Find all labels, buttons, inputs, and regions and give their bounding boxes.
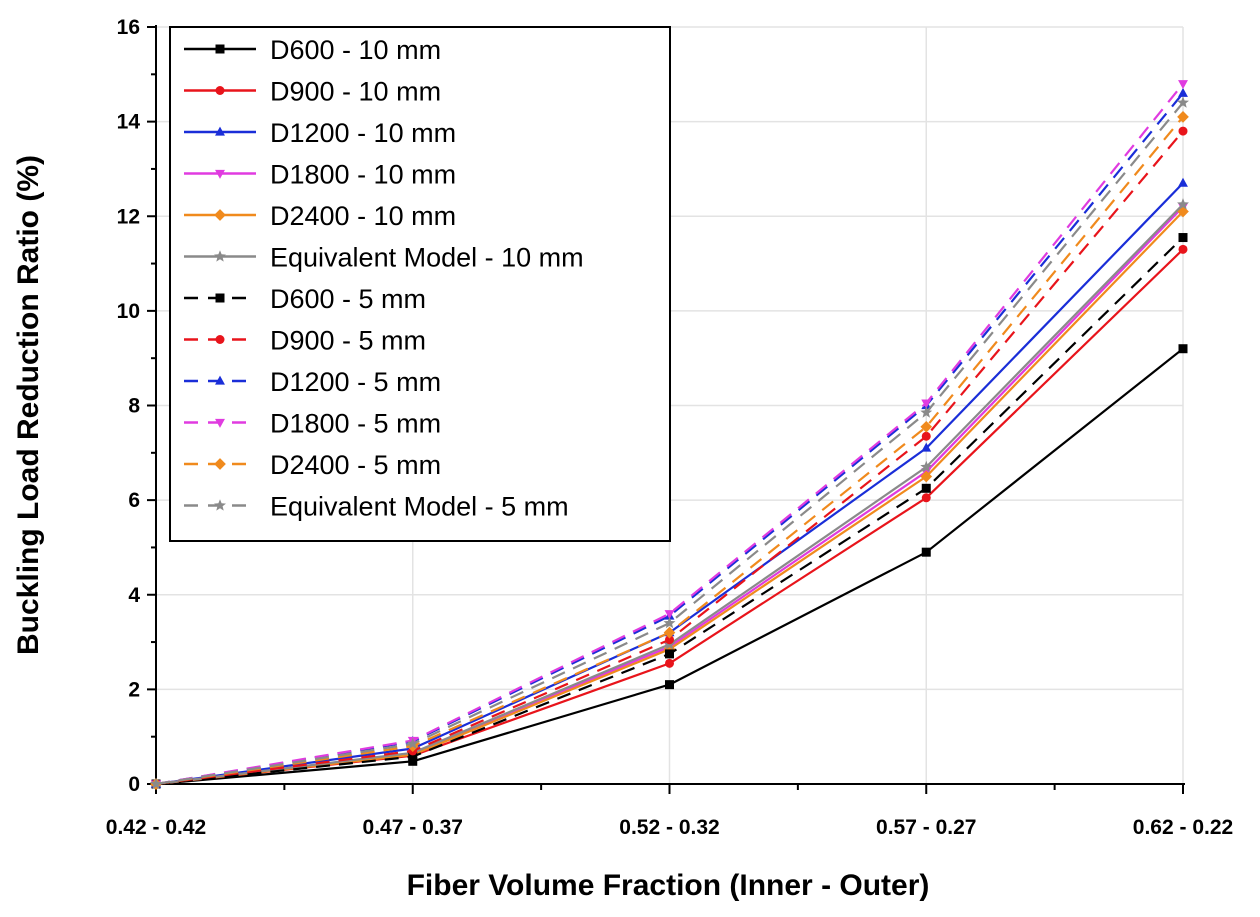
data-point	[921, 431, 931, 441]
legend-box	[169, 26, 671, 542]
x-tick-label: 0.42 - 0.42	[106, 816, 206, 839]
series-11	[150, 96, 1189, 790]
y-tick-label: 0	[128, 773, 140, 796]
legend-item: D2400 - 5 mm	[184, 450, 441, 480]
legend-marker	[215, 335, 225, 344]
x-tick-label: 0.62 - 0.22	[1133, 816, 1233, 839]
x-tick-label: 0.57 - 0.27	[876, 816, 976, 839]
legend-label: D600 - 10 mm	[270, 35, 441, 65]
y-tick-label: 16	[117, 16, 140, 39]
legend-marker	[215, 126, 225, 136]
legend-item: D900 - 10 mm	[184, 77, 441, 107]
legend-item: D900 - 5 mm	[184, 326, 426, 356]
legend-marker	[215, 418, 225, 428]
data-point	[1178, 344, 1188, 354]
data-point	[1177, 111, 1189, 123]
legend-item: D1800 - 5 mm	[184, 409, 441, 439]
y-tick-label: 6	[128, 489, 140, 512]
data-point	[665, 658, 674, 668]
legend-label: D1800 - 5 mm	[270, 409, 441, 439]
legend-marker	[215, 86, 225, 95]
axes: 0 2 4 6 8 10 12 14 16 0.42 - 0.42 0.47 - 0.37 0.52 …	[106, 16, 1233, 839]
data-point	[920, 460, 933, 473]
data-point	[921, 547, 931, 557]
legend-label: D900 - 5 mm	[270, 326, 426, 356]
data-point	[1177, 96, 1189, 108]
legend-item: D1200 - 5 mm	[184, 367, 441, 397]
legend-label: D2400 - 5 mm	[270, 450, 441, 480]
data-point	[663, 626, 676, 639]
legend-item: Equivalent Model - 5 mm	[184, 492, 569, 522]
legend-label: Equivalent Model - 5 mm	[270, 492, 569, 522]
data-point	[664, 610, 675, 620]
legend-label: D900 - 10 mm	[270, 77, 441, 107]
legend-marker	[215, 44, 225, 54]
y-tick-label: 2	[128, 678, 140, 701]
data-point	[1177, 198, 1189, 210]
y-tick-label: 12	[117, 205, 140, 228]
data-point	[1178, 87, 1188, 97]
y-axis-title: Buckling Load Reduction Ratio (%)	[12, 155, 45, 655]
data-point	[921, 442, 932, 452]
data-point	[665, 680, 674, 690]
legend-label: D600 - 5 mm	[270, 284, 426, 314]
data-point	[1178, 233, 1188, 243]
data-point	[921, 483, 931, 493]
y-tick-label: 4	[128, 584, 140, 607]
x-axis-title: Fiber Volume Fraction (Inner - Outer)	[407, 869, 930, 902]
data-point	[665, 649, 674, 659]
legend-label: D1200 - 10 mm	[270, 118, 456, 148]
data-point	[408, 752, 418, 762]
data-point	[1178, 126, 1188, 136]
data-point	[1178, 177, 1188, 187]
series-line	[155, 83, 1184, 786]
series-line	[155, 101, 1184, 786]
data-point	[921, 493, 931, 503]
legend-label: D1200 - 5 mm	[270, 367, 441, 397]
legend-marker	[215, 375, 225, 385]
y-tick-label: 8	[128, 395, 140, 418]
data-point	[920, 420, 933, 433]
data-point	[150, 777, 162, 790]
legend-marker	[214, 209, 226, 221]
data-point	[1177, 205, 1189, 218]
legend-marker	[214, 499, 226, 511]
legend-item: Equivalent Model - 10 mm	[184, 243, 584, 273]
legend-item: D600 - 5 mm	[184, 284, 426, 314]
legend-label: D1800 - 10 mm	[270, 160, 456, 190]
data-point	[1178, 244, 1188, 254]
legend-marker	[215, 293, 225, 303]
data-point	[920, 406, 933, 418]
series-10	[150, 111, 1189, 790]
legend-marker	[214, 250, 226, 262]
legend-marker	[214, 458, 226, 470]
legend-item: D1800 - 10 mm	[184, 160, 456, 190]
data-point	[921, 399, 932, 409]
legend-label: Equivalent Model - 10 mm	[270, 243, 584, 273]
data-series	[150, 80, 1189, 790]
legend: D600 - 10 mm D900 - 10 mm D1200 - 10 mm D18…	[169, 26, 671, 542]
x-tick-label: 0.52 - 0.32	[619, 816, 719, 839]
legend-label: D2400 - 10 mm	[270, 201, 456, 231]
data-point	[1178, 80, 1188, 90]
legend-marker	[215, 169, 225, 179]
x-tick-label: 0.47 - 0.37	[363, 816, 463, 839]
data-point	[663, 616, 676, 629]
data-point	[665, 635, 674, 645]
data-point	[408, 756, 418, 766]
legend-item: D2400 - 10 mm	[184, 201, 456, 231]
y-tick-label: 10	[117, 300, 140, 323]
legend-item: D1200 - 10 mm	[184, 118, 456, 148]
data-point	[920, 470, 933, 483]
data-point	[406, 737, 419, 749]
legend-item: D600 - 10 mm	[184, 35, 441, 65]
y-tick-label: 14	[117, 111, 141, 134]
